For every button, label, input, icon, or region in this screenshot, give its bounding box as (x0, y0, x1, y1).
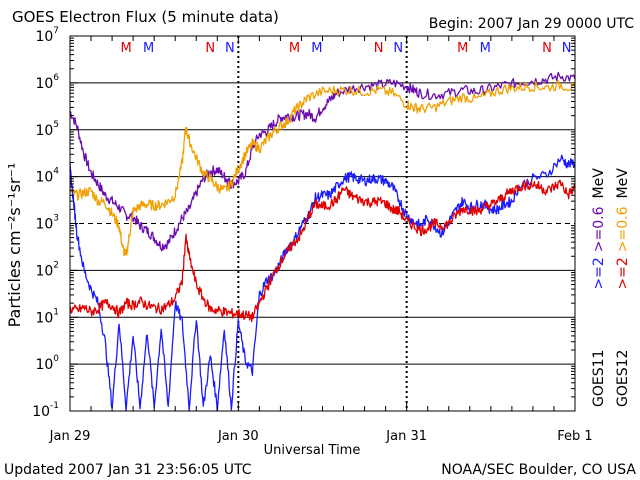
x-axis-label: Universal Time (264, 443, 361, 458)
y-tick-exponent: 1 (53, 307, 59, 317)
legend-goes12: GOES12 >=2 >=0.6 MeV (615, 168, 631, 407)
x-tick-label-1: Jan 30 (217, 429, 259, 444)
y-tick-base: 10 (35, 310, 53, 326)
y-tick-base: 10 (35, 357, 53, 373)
series-goes11-0-6-mev (69, 71, 576, 252)
y-tick-label-6: 105 (35, 120, 59, 139)
legend-goes12-unit: MeV (615, 168, 631, 199)
legend-goes11-satellite: GOES11 (591, 350, 607, 407)
y-tick-exponent: 5 (53, 120, 59, 130)
marker-n-10: N (542, 41, 552, 56)
y-tick-base: 10 (35, 76, 53, 92)
legend-goes11-unit: MeV (591, 168, 607, 199)
y-tick-base: 10 (35, 263, 53, 279)
legend-goes11-ge2: >=2 (591, 257, 607, 289)
source-credit: NOAA/SEC Boulder, CO USA (441, 462, 636, 478)
series-goes11-2-mev (69, 154, 576, 412)
y-tick-label-4: 103 (35, 214, 59, 233)
chart-title: GOES Electron Flux (5 minute data) (12, 8, 279, 26)
legend-goes12-line: GOES12 >=2 >=0.6 MeV (615, 168, 631, 407)
marker-n-11: N (562, 41, 572, 56)
marker-m-1: M (143, 41, 154, 56)
y-tick-exponent: 2 (53, 260, 59, 270)
legend-goes11-line: GOES11 >=2 >=0.6 MeV (591, 168, 607, 407)
marker-n-3: N (225, 41, 235, 56)
y-tick-exponent: -1 (50, 401, 59, 411)
y-tick-label-5: 104 (35, 167, 59, 186)
marker-n-7: N (393, 41, 403, 56)
updated-timestamp: Updated 2007 Jan 31 23:56:05 UTC (4, 462, 252, 478)
y-tick-label-2: 101 (35, 307, 59, 326)
y-tick-base: 10 (35, 29, 53, 45)
y-tick-exponent: 0 (53, 354, 59, 364)
begin-label: Begin: 2007 Jan 29 0000 UTC (429, 16, 634, 32)
y-tick-label-8: 107 (35, 26, 59, 45)
marker-n-2: N (205, 41, 215, 56)
x-axis-ticks: Jan 29 Jan 30 Jan 31 Feb 1 (49, 36, 593, 444)
y-tick-exponent: 6 (53, 73, 59, 83)
marker-m-5: M (311, 41, 322, 56)
x-tick-label-2: Jan 31 (385, 429, 427, 444)
y-tick-exponent: 3 (53, 214, 59, 224)
x-tick-label-0: Jan 29 (49, 429, 91, 444)
y-tick-exponent: 7 (53, 26, 59, 36)
y-tick-base: 10 (35, 123, 53, 139)
legend-goes12-ge06: >=0.6 (615, 206, 631, 252)
y-axis-label: Particles cm⁻²s⁻¹sr⁻¹ (5, 163, 24, 328)
series-goes12-2-mev (69, 179, 576, 323)
y-tick-label-7: 106 (35, 73, 59, 92)
marker-m-8: M (457, 41, 468, 56)
y-tick-label-1: 100 (35, 354, 59, 373)
marker-m-0: M (121, 41, 132, 56)
y-tick-exponent: 4 (53, 167, 59, 177)
y-tick-base: 10 (35, 217, 53, 233)
x-tick-label-3: Feb 1 (557, 429, 592, 444)
y-tick-base: 10 (35, 170, 53, 186)
series-layer (69, 71, 576, 412)
marker-n-6: N (374, 41, 384, 56)
legend-goes11: GOES11 >=2 >=0.6 MeV (591, 168, 607, 407)
legend-goes12-satellite: GOES12 (615, 350, 631, 407)
marker-m-9: M (480, 41, 491, 56)
marker-m-4: M (289, 41, 300, 56)
y-tick-label-3: 102 (35, 260, 59, 279)
grid-layer (70, 36, 575, 411)
legend-goes11-ge06: >=0.6 (591, 206, 607, 252)
y-tick-base: 10 (32, 404, 50, 420)
series-goes12-0-6-mev (69, 80, 576, 257)
legend-goes12-ge2: >=2 (615, 257, 631, 289)
y-tick-label-0: 10-1 (32, 401, 59, 420)
